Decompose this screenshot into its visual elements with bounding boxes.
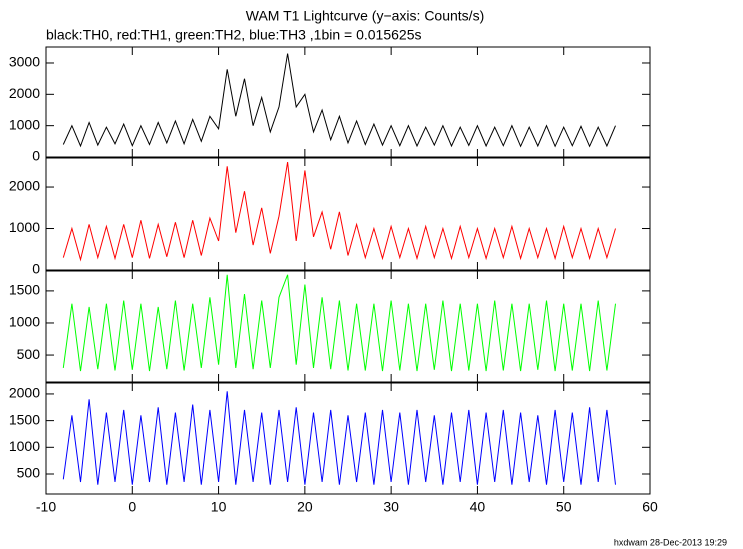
- y-tick-label: 2000: [9, 85, 40, 101]
- x-tick-label: -10: [36, 499, 56, 515]
- x-tick-label: 40: [470, 499, 486, 515]
- y-tick-label: 1500: [9, 411, 40, 427]
- y-tick-label: 2000: [9, 385, 40, 401]
- x-tick-label: 50: [556, 499, 572, 515]
- panel-frame: [45, 157, 651, 271]
- y-tick-label: 1500: [9, 282, 40, 298]
- y-tick-label: 1000: [9, 219, 40, 235]
- y-tick-label: 0: [32, 148, 40, 164]
- panel-frame: [45, 46, 651, 158]
- x-tick-label: 20: [297, 499, 313, 515]
- footer: hxdwam 28-Dec-2013 19:29: [614, 537, 727, 547]
- y-tick-label: 1000: [9, 116, 40, 132]
- panel-frame: [45, 270, 651, 383]
- y-tick-label: 2000: [9, 178, 40, 194]
- lightcurve: [62, 162, 616, 262]
- y-tick-label: 1000: [9, 314, 40, 330]
- y-tick-label: 1000: [9, 438, 40, 454]
- chart-subtitle: black:TH0, red:TH1, green:TH2, blue:TH3 …: [46, 27, 421, 43]
- lightcurve: [62, 391, 616, 485]
- y-tick-label: 500: [17, 465, 41, 481]
- x-tick-label: 10: [211, 499, 227, 515]
- y-tick-label: 3000: [9, 54, 40, 70]
- y-tick-label: 0: [32, 261, 40, 277]
- lightcurve: [62, 274, 616, 372]
- x-tick-label: 0: [128, 499, 136, 515]
- x-tick-label: 60: [642, 499, 658, 515]
- y-tick-label: 500: [17, 346, 41, 362]
- lightcurve: [62, 53, 616, 148]
- x-tick-label: 30: [383, 499, 399, 515]
- chart-title: WAM T1 Lightcurve (y−axis: Counts/s): [246, 8, 484, 24]
- panel-frame: [45, 382, 651, 495]
